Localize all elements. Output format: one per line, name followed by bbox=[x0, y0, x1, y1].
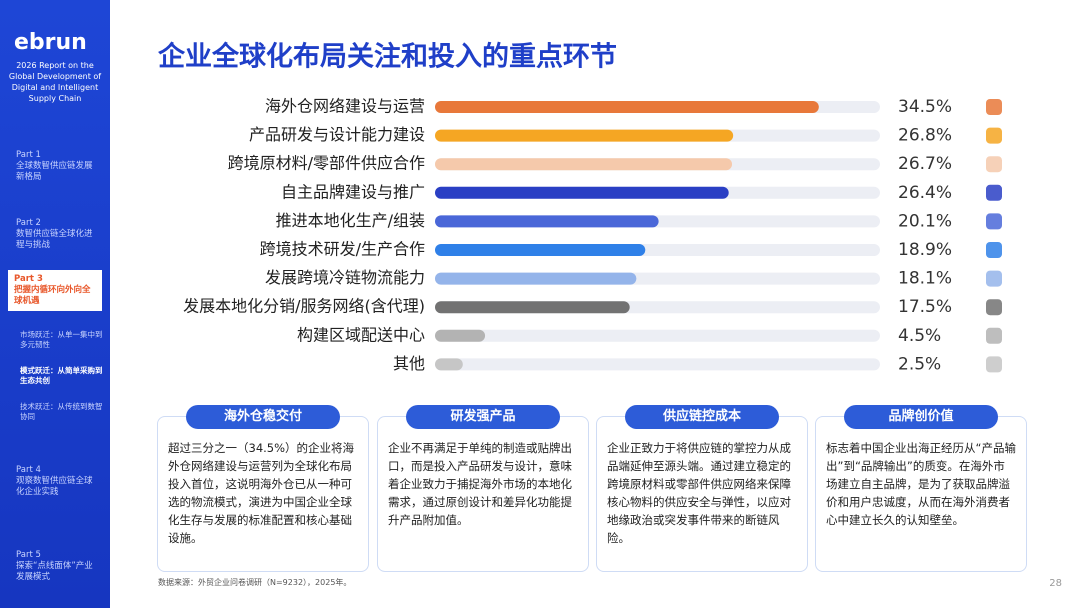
subnav-item[interactable]: 模式跃迁：从简单采购到生态共创 bbox=[20, 366, 103, 385]
card-title: 研发强产品 bbox=[406, 405, 560, 429]
nav-part: Part 4 bbox=[16, 465, 41, 475]
nav-item[interactable]: Part 1 全球数智供应链发展新格局 bbox=[16, 150, 100, 183]
row-icon bbox=[986, 356, 1002, 373]
card-title: 海外仓稳交付 bbox=[186, 405, 340, 429]
nav-item[interactable]: Part 3 把握内循环向外向全球机遇 bbox=[8, 270, 102, 311]
row-icon bbox=[986, 242, 1002, 258]
category-label: 自主品牌建设与推广 bbox=[281, 182, 425, 201]
nav-item[interactable]: Part 2 数智供应链全球化进程与挑战 bbox=[16, 218, 100, 251]
value-label: 26.7% bbox=[898, 154, 952, 174]
page-number: 28 bbox=[1049, 578, 1062, 589]
nav-title: 观察数智供应链全球化企业实践 bbox=[16, 476, 93, 497]
card-body: 企业不再满足于单纯的制造或贴牌出口，而是投入产品研发与设计，意味着企业致力于捕捉… bbox=[388, 441, 572, 527]
subnav-item[interactable]: 技术跃迁：从传统到数智协同 bbox=[20, 402, 103, 421]
row-icon bbox=[986, 213, 1002, 230]
nav-part: Part 1 bbox=[16, 150, 41, 160]
logo: ebrun bbox=[14, 30, 87, 55]
category-label: 其他 bbox=[393, 354, 425, 373]
card-body: 超过三分之一（34.5%）的企业将海外仓网络建设与运营列为全球化布局投入首位，这… bbox=[168, 441, 355, 545]
nav-title: 数智供应链全球化进程与挑战 bbox=[16, 229, 93, 250]
row-icon bbox=[986, 270, 1002, 287]
value-label: 26.4% bbox=[898, 183, 952, 203]
card-title: 供应链控成本 bbox=[625, 405, 779, 429]
category-label: 发展本地化分销/服务网络(含代理) bbox=[183, 297, 425, 316]
category-label: 推进本地化生产/组装 bbox=[276, 211, 425, 230]
report-title: 2026 Report on the Global Development of… bbox=[8, 61, 102, 103]
bar bbox=[435, 129, 734, 142]
value-label: 2.5% bbox=[898, 354, 941, 374]
card-body: 企业正致力于将供应链的掌控力从成品端延伸至源头端。通过建立稳定的跨境原材料或零部… bbox=[607, 441, 791, 545]
row-icon bbox=[986, 327, 1002, 344]
bar-track bbox=[435, 358, 880, 371]
bar bbox=[435, 101, 819, 113]
row-icon bbox=[986, 127, 1002, 144]
row-icon bbox=[986, 299, 1002, 316]
source-note: 数据来源：外贸企业问卷调研（N=9232），2025年。 bbox=[158, 578, 352, 587]
value-label: 26.8% bbox=[898, 126, 952, 146]
nav-item[interactable]: Part 4 观察数智供应链全球化企业实践 bbox=[16, 465, 100, 498]
category-label: 构建区域配送中心 bbox=[297, 325, 425, 344]
row-icon bbox=[986, 156, 1002, 173]
bar bbox=[435, 272, 637, 285]
card: 海外仓稳交付超过三分之一（34.5%）的企业将海外仓网络建设与运营列为全球化布局… bbox=[157, 405, 369, 572]
row-icon bbox=[986, 99, 1002, 115]
bar bbox=[435, 301, 630, 314]
value-label: 18.1% bbox=[898, 269, 952, 289]
nav-part: Part 2 bbox=[16, 218, 41, 228]
card: 品牌创价值标志着中国企业出海正经历从“产品输出”到“品牌输出”的质变。在海外市场… bbox=[815, 405, 1027, 572]
nav-title: 把握内循环向外向全球机遇 bbox=[14, 285, 91, 306]
bar bbox=[435, 329, 486, 342]
nav-part: Part 3 bbox=[14, 274, 43, 284]
value-label: 20.1% bbox=[898, 211, 952, 231]
subnav-item[interactable]: 市场跃迁：从单一集中到多元韧性 bbox=[20, 330, 103, 349]
value-label: 34.5% bbox=[898, 97, 952, 117]
row-icon bbox=[986, 184, 1002, 201]
bar bbox=[435, 158, 733, 171]
bar bbox=[435, 215, 659, 228]
category-label: 跨境原材料/零部件供应合作 bbox=[228, 154, 425, 173]
category-label: 海外仓网络建设与运营 bbox=[265, 97, 425, 116]
card-title: 品牌创价值 bbox=[844, 405, 998, 429]
card: 供应链控成本企业正致力于将供应链的掌控力从成品端延伸至源头端。通过建立稳定的跨境… bbox=[596, 405, 808, 572]
value-label: 17.5% bbox=[898, 297, 952, 317]
chart-title: 企业全球化布局关注和投入的重点环节 bbox=[158, 41, 617, 73]
nav-part: Part 5 bbox=[16, 550, 41, 560]
sidebar: ebrun 2026 Report on the Global Developm… bbox=[0, 0, 110, 608]
bar-track bbox=[435, 329, 880, 342]
category-label: 产品研发与设计能力建设 bbox=[249, 125, 425, 144]
card-body: 标志着中国企业出海正经历从“产品输出”到“品牌输出”的质变。在海外市场建立自主品… bbox=[826, 441, 1016, 527]
value-label: 18.9% bbox=[898, 240, 952, 260]
value-label: 4.5% bbox=[898, 326, 941, 346]
bar bbox=[435, 358, 463, 371]
nav-title: 全球数智供应链发展新格局 bbox=[16, 161, 93, 182]
chart: 企业全球化布局关注和投入的重点环节 海外仓网络建设与运营 34.5% 产品研发与设计… bbox=[158, 41, 1002, 374]
category-label: 发展跨境冷链物流能力 bbox=[265, 268, 425, 287]
card: 研发强产品企业不再满足于单纯的制造或贴牌出口，而是投入产品研发与设计，意味着企业… bbox=[377, 405, 589, 572]
nav-item[interactable]: Part 5 探索“点线面体”产业发展模式 bbox=[16, 550, 100, 583]
nav-title: 探索“点线面体”产业发展模式 bbox=[16, 561, 93, 582]
bar bbox=[435, 186, 729, 199]
category-label: 跨境技术研发/生产合作 bbox=[260, 240, 425, 259]
bar bbox=[435, 244, 646, 256]
